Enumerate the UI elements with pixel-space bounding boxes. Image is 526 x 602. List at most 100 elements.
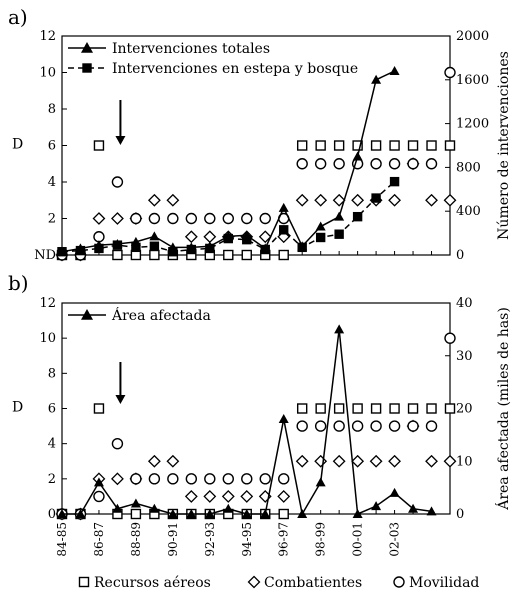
area-afectada-point <box>112 503 123 513</box>
y-left-axis-label: D <box>12 137 23 153</box>
movilidad-point <box>259 212 271 225</box>
recursos-aereos-point <box>389 140 400 151</box>
y-left-tick-label: 10 <box>39 66 56 81</box>
estepa-bosque-point <box>57 247 67 257</box>
legend-label: Intervenciones en estepa y bosque <box>112 61 358 77</box>
totales-point <box>149 231 160 241</box>
area-afectada-point <box>297 509 308 518</box>
x-tick-label: 96-97 <box>277 522 291 557</box>
area-afectada-point <box>426 506 437 516</box>
y-left-tick-label: 0 <box>48 507 56 522</box>
area-afectada-point <box>334 324 345 334</box>
movilidad-point <box>333 420 345 432</box>
recursos-aereos-point <box>296 403 308 414</box>
combatientes-point <box>388 454 401 468</box>
combatientes-point <box>388 193 401 207</box>
x-tick-label: 86-87 <box>92 522 106 557</box>
combatientes-point <box>203 230 217 244</box>
recursos-aereos-point <box>223 249 234 261</box>
y-left-tick-label: 12 <box>39 296 56 311</box>
recursos-aereos-point <box>370 140 382 151</box>
estepa-bosque-point <box>297 242 307 253</box>
estepa-bosque-point <box>205 243 215 254</box>
area-afectada-point <box>93 477 104 487</box>
combatientes-point <box>351 454 365 468</box>
recursos-aereos-point <box>426 140 437 151</box>
x-tick-label: 94-95 <box>240 522 254 557</box>
totales-point <box>352 151 363 161</box>
y-left-tick-label: 6 <box>48 402 56 417</box>
movilidad-point <box>148 212 161 225</box>
movilidad-point <box>370 420 382 432</box>
recursos-aereos-point <box>407 403 419 414</box>
estepa-bosque-point <box>371 193 381 203</box>
estepa-bosque-point <box>260 244 270 255</box>
x-tick-label: 98-99 <box>314 522 328 557</box>
y-right-tick-label: 0 <box>456 248 464 263</box>
movilidad-point <box>388 420 401 432</box>
movilidad-point <box>259 473 271 485</box>
combatientes-point <box>147 193 161 207</box>
combatientes-point <box>314 193 328 207</box>
area-afectada-point <box>75 509 86 518</box>
y-left-tick-label: 4 <box>48 437 56 452</box>
recursos-aereos-point <box>149 249 160 261</box>
estepa-bosque-point <box>75 245 86 256</box>
y-left-tick-label: ND <box>34 248 56 263</box>
bottom-legend-label: Recursos aéreos <box>94 575 211 591</box>
recursos-aereos-point <box>370 403 382 414</box>
legend-label: Intervenciones totales <box>112 41 270 57</box>
movilidad-point <box>444 332 456 344</box>
combatientes-point <box>369 454 383 468</box>
x-tick-label: 00-01 <box>351 522 365 557</box>
movilidad-point <box>93 490 105 503</box>
recursos-aereos-point <box>112 249 123 261</box>
y-right-tick-label: 10 <box>456 454 473 469</box>
movilidad-point <box>185 212 198 225</box>
bottom-legend-square <box>78 576 90 588</box>
movilidad-point <box>204 212 216 225</box>
area-afectada-point <box>315 477 326 487</box>
movilidad-point <box>222 473 234 485</box>
estepa-bosque-point <box>352 211 363 222</box>
combatientes-point <box>166 193 180 207</box>
estepa-bosque-point <box>223 233 233 244</box>
movilidad-point <box>111 176 124 188</box>
recursos-aereos-point <box>315 403 326 414</box>
y-left-tick-label: 2 <box>48 472 56 487</box>
estepa-bosque-point <box>186 244 197 255</box>
recursos-aereos-point <box>130 508 142 520</box>
recursos-aereos-point <box>426 403 437 414</box>
area-afectada-point <box>204 509 215 518</box>
arrow-head <box>115 136 126 145</box>
combatientes-point <box>351 193 365 207</box>
y-right-tick-label: 400 <box>456 204 481 219</box>
area-afectada-point <box>186 509 197 518</box>
recursos-aereos-point <box>278 508 289 520</box>
y-left-tick-label: 2 <box>48 212 56 227</box>
area-afectada-point <box>278 414 289 424</box>
area-afectada-point <box>241 509 252 518</box>
area-afectada-point <box>408 503 419 513</box>
totales-point <box>278 202 289 212</box>
movilidad-point <box>333 158 345 170</box>
panel-label: a) <box>8 5 28 29</box>
arrow-head <box>115 395 126 404</box>
movilidad-point <box>407 158 419 170</box>
movilidad-point <box>444 66 456 79</box>
recursos-aereos-point <box>333 403 345 414</box>
movilidad-point <box>425 420 438 432</box>
x-tick-label: 90-91 <box>166 522 180 557</box>
movilidad-point <box>388 158 401 170</box>
bottom-legend-diamond <box>247 575 261 589</box>
combatientes-point <box>332 193 346 207</box>
y-right-tick-label: 2000 <box>456 29 489 44</box>
estepa-bosque-point <box>242 234 252 245</box>
legend-label: Área afectada <box>111 306 211 324</box>
recursos-aereos-point <box>93 140 105 151</box>
totales-line <box>61 70 395 253</box>
totales-point <box>315 221 326 231</box>
combatientes-point <box>166 454 180 468</box>
legend-marker <box>82 63 92 73</box>
x-tick-label: 02-03 <box>388 522 402 557</box>
